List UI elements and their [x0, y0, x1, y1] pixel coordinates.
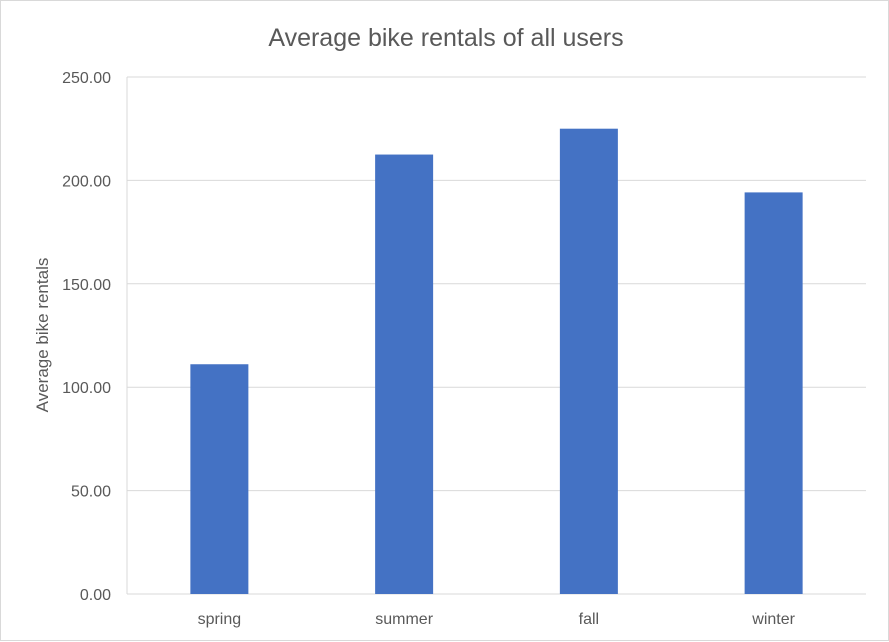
y-tick-label: 250.00: [62, 70, 111, 87]
y-tick-label: 200.00: [62, 173, 111, 190]
x-tick-label-winter: winter: [751, 611, 795, 628]
x-tick-label-fall: fall: [579, 611, 599, 628]
y-tick-label: 0.00: [80, 587, 111, 604]
bar-winter: [744, 192, 803, 594]
x-axis-tick-labels: spring summer fall winter: [198, 611, 796, 628]
y-tick-label: 50.00: [71, 484, 111, 501]
bar-spring: [190, 364, 249, 594]
y-axis-title: Average bike rentals: [33, 258, 52, 413]
chart-title: Average bike rentals of all users: [268, 24, 623, 52]
y-tick-label: 150.00: [62, 277, 111, 294]
x-tick-label-spring: spring: [198, 611, 242, 628]
gridlines: [126, 76, 866, 595]
bars: [190, 128, 803, 595]
y-axis-tick-labels: 0.00 50.00 100.00 150.00 200.00 250.00: [62, 70, 111, 604]
y-tick-label: 100.00: [62, 380, 111, 397]
bar-summer: [375, 154, 434, 595]
x-tick-label-summer: summer: [375, 611, 433, 628]
bar-fall: [559, 128, 618, 594]
